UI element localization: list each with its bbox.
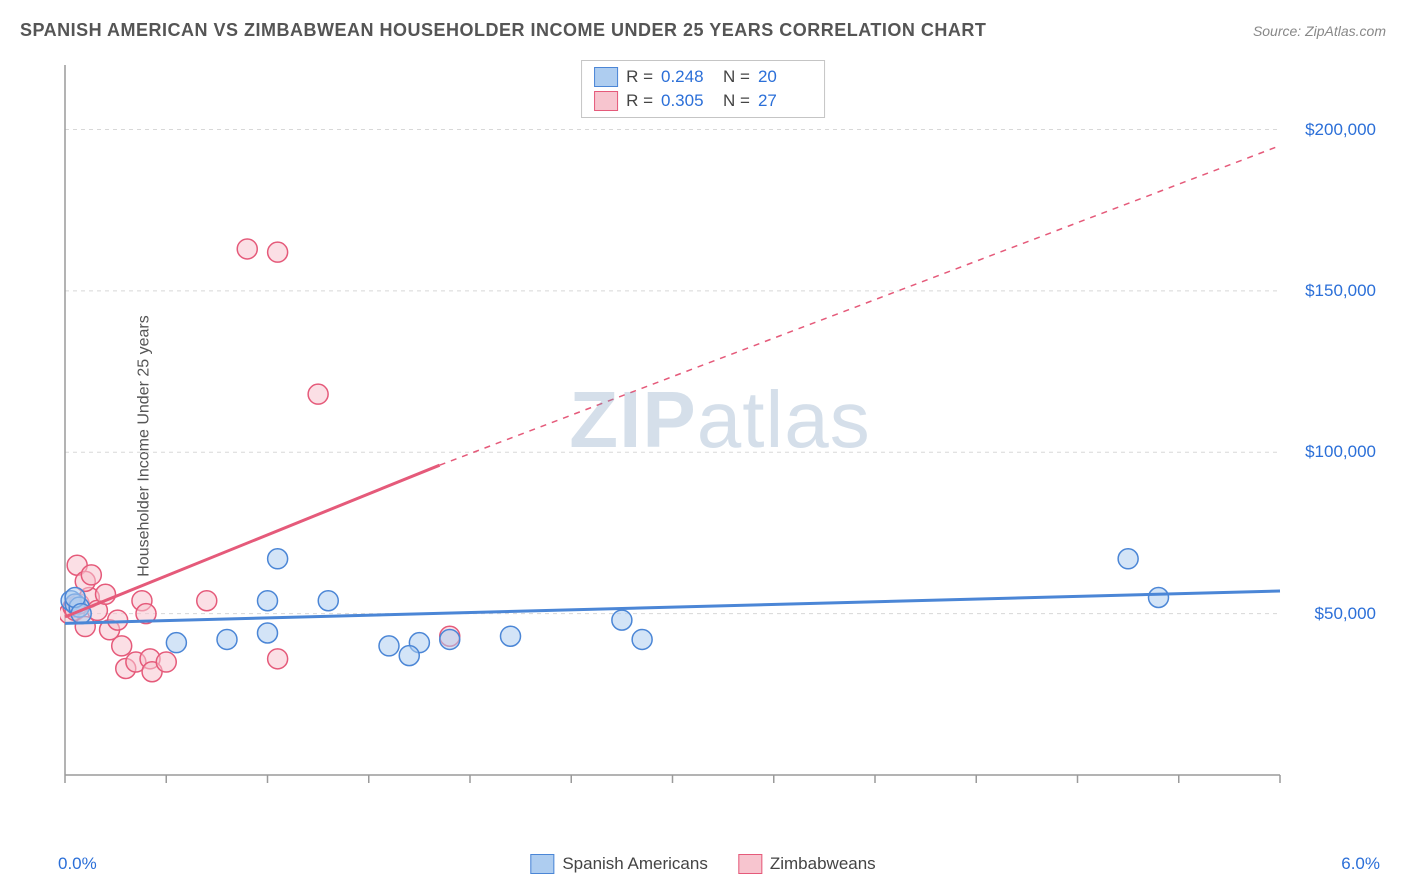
legend-swatch-spanish <box>530 854 554 874</box>
y-tick-label: $50,000 <box>1315 604 1376 624</box>
y-tick-label: $100,000 <box>1305 442 1376 462</box>
n-value-spanish: 20 <box>758 67 812 87</box>
legend: Spanish Americans Zimbabweans <box>530 854 875 874</box>
swatch-spanish <box>594 67 618 87</box>
scatter-plot <box>60 55 1380 815</box>
x-tick-min: 0.0% <box>58 854 97 874</box>
chart-title: SPANISH AMERICAN VS ZIMBABWEAN HOUSEHOLD… <box>20 20 986 41</box>
source-attribution: Source: ZipAtlas.com <box>1253 23 1386 39</box>
chart-area: ZIPatlas <box>60 55 1380 815</box>
correlation-stats-box: R = 0.248 N = 20 R = 0.305 N = 27 <box>581 60 825 118</box>
x-tick-max: 6.0% <box>1341 854 1380 874</box>
n-label: N = <box>723 67 750 87</box>
legend-swatch-zimbabwean <box>738 854 762 874</box>
n-label: N = <box>723 91 750 111</box>
legend-item-zimbabwean: Zimbabweans <box>738 854 876 874</box>
swatch-zimbabwean <box>594 91 618 111</box>
legend-label-zimbabwean: Zimbabweans <box>770 854 876 874</box>
n-value-zimbabwean: 27 <box>758 91 812 111</box>
legend-item-spanish: Spanish Americans <box>530 854 708 874</box>
stats-row-spanish: R = 0.248 N = 20 <box>594 65 812 89</box>
r-value-spanish: 0.248 <box>661 67 715 87</box>
r-value-zimbabwean: 0.305 <box>661 91 715 111</box>
stats-row-zimbabwean: R = 0.305 N = 27 <box>594 89 812 113</box>
legend-label-spanish: Spanish Americans <box>562 854 708 874</box>
r-label: R = <box>626 67 653 87</box>
y-tick-label: $150,000 <box>1305 281 1376 301</box>
r-label: R = <box>626 91 653 111</box>
y-tick-label: $200,000 <box>1305 120 1376 140</box>
